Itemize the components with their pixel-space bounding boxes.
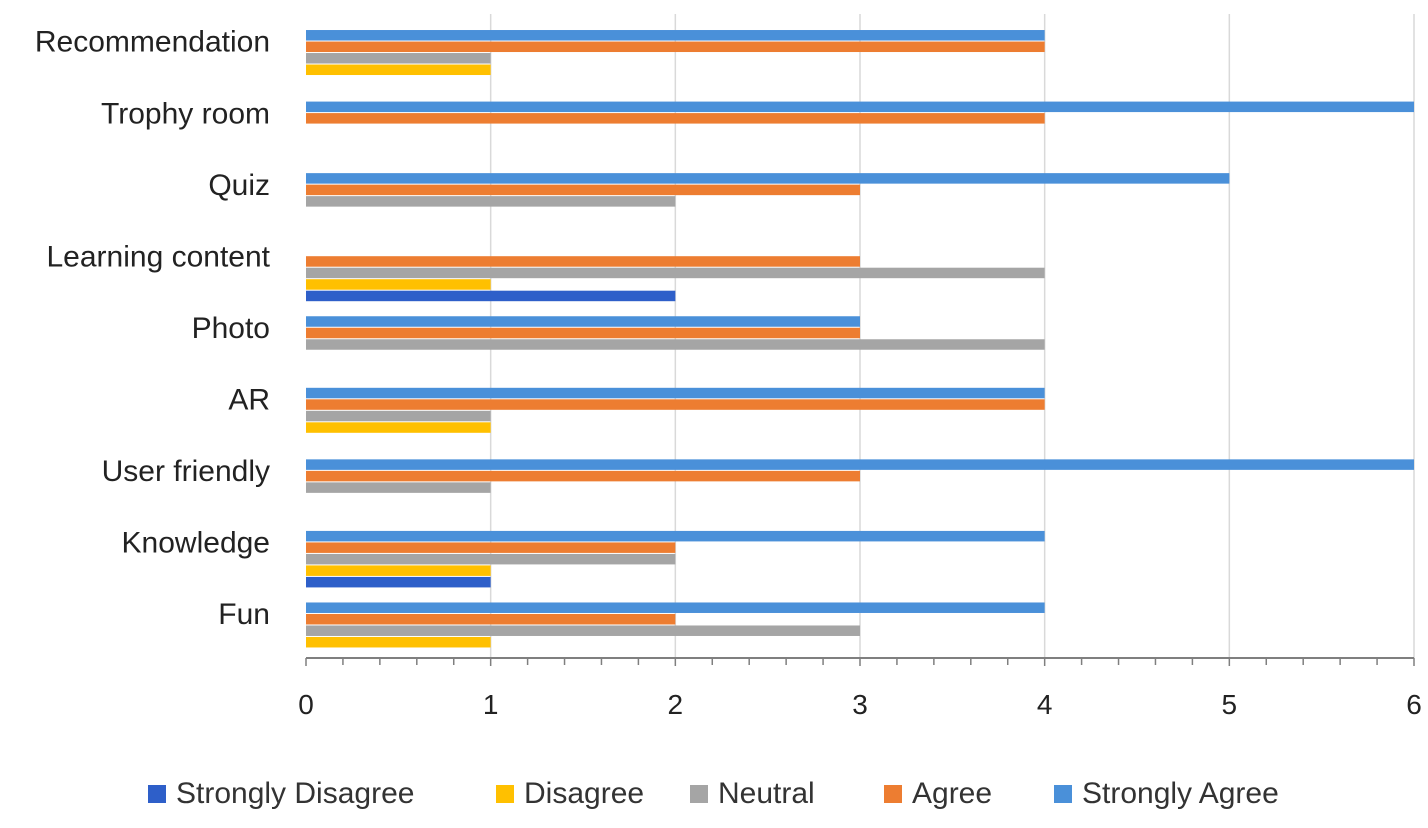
legend-item-neutral: Neutral	[690, 777, 815, 810]
bar-learning-content-agree	[306, 256, 860, 267]
bars	[306, 30, 1414, 648]
bar-recommendation-disagree	[306, 64, 491, 76]
bar-knowledge-disagree	[306, 565, 491, 576]
bar-recommendation-neutral	[306, 53, 491, 64]
bar-learning-content-neutral	[306, 267, 1045, 279]
legend-swatch-disagree	[496, 785, 514, 803]
x-axis: 0 1 2 3 4 5 6	[298, 657, 1422, 720]
legend-item-strongly-agree: Strongly Agree	[1054, 777, 1279, 810]
category-label-user-friendly: User friendly	[102, 455, 270, 488]
bar-photo-neutral	[306, 339, 1045, 350]
bar-user-friendly-strongly-agree	[306, 459, 1414, 470]
legend-item-disagree: Disagree	[496, 777, 644, 810]
bar-photo-agree	[306, 327, 860, 339]
legend-label-neutral: Neutral	[718, 777, 815, 810]
bar-fun-neutral	[306, 625, 860, 636]
legend-label-agree: Agree	[912, 777, 992, 810]
bar-ar-disagree	[306, 422, 491, 433]
bar-recommendation-strongly-agree	[306, 30, 1045, 41]
bar-knowledge-strongly-agree	[306, 530, 1045, 542]
bar-fun-agree	[306, 613, 676, 625]
x-tick-label-0: 0	[298, 689, 314, 720]
legend-swatch-strongly-agree	[1054, 785, 1072, 803]
bar-trophy-room-agree	[306, 113, 1045, 124]
bar-fun-disagree	[306, 636, 491, 648]
category-label-trophy-room: Trophy room	[101, 97, 270, 130]
bar-quiz-strongly-agree	[306, 173, 1230, 184]
legend-item-agree: Agree	[884, 777, 992, 810]
bar-user-friendly-agree	[306, 470, 860, 482]
category-label-recommendation: Recommendation	[35, 26, 270, 59]
bar-quiz-neutral	[306, 196, 676, 207]
bar-ar-neutral	[306, 410, 491, 422]
category-label-learning-content: Learning content	[46, 240, 270, 273]
bar-recommendation-agree	[306, 41, 1045, 53]
legend-swatch-agree	[884, 785, 902, 803]
legend-item-strongly-disagree: Strongly Disagree	[148, 777, 414, 810]
bar-ar-agree	[306, 399, 1045, 410]
bar-knowledge-strongly-disagree	[306, 576, 491, 588]
x-tick-label-2: 2	[668, 689, 684, 720]
bar-learning-content-strongly-disagree	[306, 290, 676, 302]
bar-knowledge-neutral	[306, 553, 676, 565]
x-tick-label-1: 1	[483, 689, 499, 720]
category-label-ar: AR	[228, 383, 270, 416]
category-label-fun: Fun	[218, 598, 270, 631]
category-labels: Fun Knowledge User friendly AR Photo Learning…	[35, 26, 271, 631]
legend-label-strongly-disagree: Strongly Disagree	[176, 777, 414, 810]
x-tick-label-5: 5	[1222, 689, 1238, 720]
bar-fun-strongly-agree	[306, 602, 1045, 613]
legend-label-disagree: Disagree	[524, 777, 644, 810]
category-label-knowledge: Knowledge	[122, 527, 270, 560]
bar-trophy-room-strongly-agree	[306, 101, 1414, 113]
legend-swatch-strongly-disagree	[148, 785, 166, 803]
bar-ar-strongly-agree	[306, 387, 1045, 399]
bar-quiz-agree	[306, 184, 860, 196]
x-tick-label-3: 3	[852, 689, 868, 720]
legend-label-strongly-agree: Strongly Agree	[1082, 777, 1279, 810]
category-label-quiz: Quiz	[208, 169, 270, 202]
bar-learning-content-disagree	[306, 279, 491, 290]
bar-photo-strongly-agree	[306, 316, 860, 327]
category-label-photo: Photo	[192, 312, 270, 345]
legend: Strongly Disagree Disagree Neutral Agree Str…	[148, 777, 1279, 810]
x-tick-label-6: 6	[1406, 689, 1422, 720]
legend-swatch-neutral	[690, 785, 708, 803]
bar-knowledge-agree	[306, 542, 676, 553]
x-tick-label-4: 4	[1037, 689, 1053, 720]
bar-user-friendly-neutral	[306, 482, 491, 493]
